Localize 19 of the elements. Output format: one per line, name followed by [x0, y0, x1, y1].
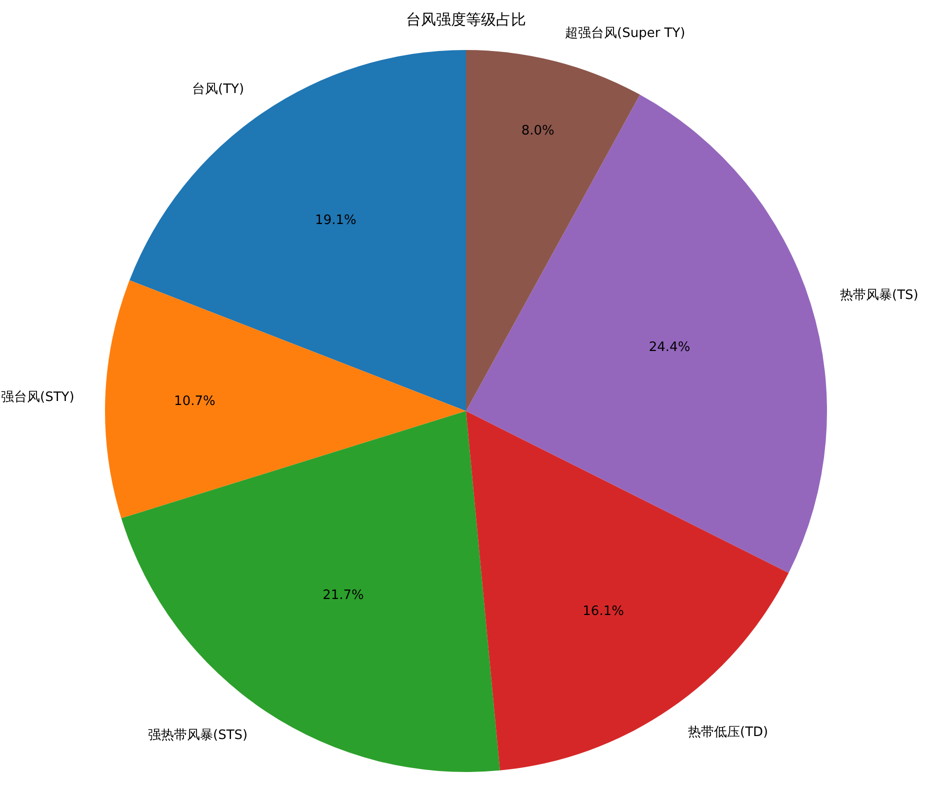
pie-slice [130, 50, 466, 411]
slice-label: 超强台风(Super TY) [565, 26, 686, 41]
pie-slice [466, 50, 640, 411]
data-label: 21.7% [322, 588, 364, 603]
data-label: 8.0% [521, 123, 554, 138]
slice-label: 强台风(STY) [1, 390, 74, 405]
data-label: 19.1% [315, 213, 356, 228]
pie-slice [105, 280, 466, 518]
slice-label: 强热带风暴(STS) [148, 728, 248, 743]
chart-title: 台风强度等级占比 [406, 10, 526, 28]
data-label: 10.7% [174, 394, 216, 410]
pie-slice [121, 411, 500, 772]
slice-label: 台风(TY) [192, 82, 244, 97]
data-label: 24.4% [648, 340, 690, 356]
slice-label: 热带低压(TD) [688, 725, 768, 740]
data-label: 16.1% [582, 604, 624, 620]
pie-slice [466, 94, 827, 573]
pie-slice [466, 411, 789, 770]
slice-label: 热带风暴(TS) [840, 288, 918, 303]
